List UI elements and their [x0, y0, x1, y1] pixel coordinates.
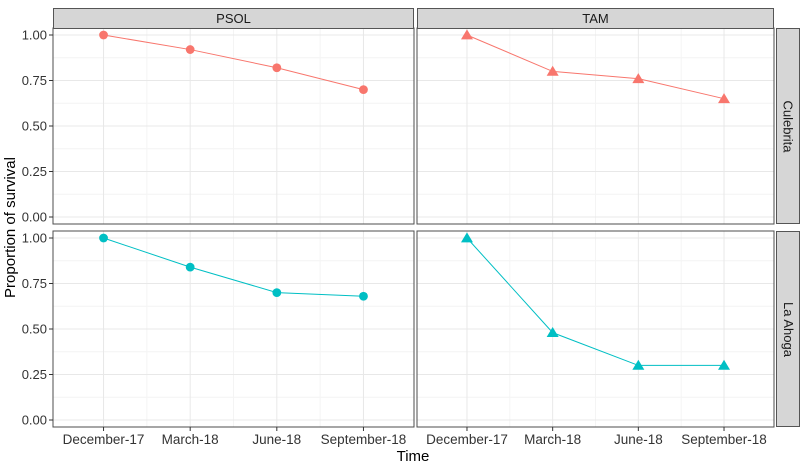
y-tick-label: 1.00: [22, 28, 47, 43]
panel-border: [416, 230, 775, 428]
data-point-circle: [185, 45, 195, 54]
facet-strip-la-ahoga-label: La Ahoga: [780, 301, 796, 357]
series-line-TAM-La Ahoga: [466, 237, 725, 366]
series-line-PSOL-Culebrita: [103, 34, 364, 91]
data-point-circle: [359, 291, 368, 301]
y-axis-title: Proportion of survival: [1, 156, 19, 298]
facet-strip-psol-label: PSOL: [216, 11, 251, 26]
y-tick-label: 0.25: [22, 367, 47, 382]
data-point-circle: [185, 262, 195, 272]
data-point-circle: [99, 30, 108, 40]
facet-strip-la-ahoga: La Ahoga: [776, 231, 800, 427]
y-tick-label: 0.00: [22, 413, 47, 428]
data-point-circle: [272, 288, 282, 297]
x-tick-label: June-18: [252, 432, 301, 447]
facet-strip-psol: PSOL: [53, 8, 414, 29]
x-tick-label: December-17: [426, 432, 508, 447]
y-tick-label: 1.00: [22, 231, 47, 246]
data-point-triangle: [632, 359, 645, 370]
data-point-triangle: [460, 232, 473, 243]
data-point-circle: [359, 85, 368, 94]
data-point-triangle: [460, 29, 473, 40]
y-tick-label: 0.75: [22, 276, 47, 291]
data-point-triangle: [718, 93, 731, 104]
data-point-triangle: [718, 359, 731, 370]
x-tick-label: June-18: [614, 432, 663, 447]
y-tick-label: 0.00: [22, 210, 47, 225]
facet-strip-culebrita: Culebrita: [776, 28, 800, 224]
y-tick-label: 0.75: [22, 73, 47, 88]
x-tick-label: September-18: [681, 432, 767, 447]
series-line-PSOL-La Ahoga: [103, 237, 364, 297]
x-tick-label: March-18: [162, 432, 219, 447]
x-tick-label: December-17: [63, 432, 145, 447]
series-line-TAM-Culebrita: [466, 34, 725, 100]
data-point-triangle: [546, 65, 559, 76]
facet-strip-tam-label: TAM: [582, 11, 609, 26]
facet-strip-culebrita-label: Culebrita: [780, 99, 796, 153]
data-point-circle: [272, 63, 282, 73]
y-tick-label: 0.50: [22, 322, 47, 337]
x-tick-label: March-18: [524, 432, 581, 447]
data-point-triangle: [632, 73, 645, 84]
data-point-triangle: [546, 327, 559, 338]
y-tick-label: 0.25: [22, 164, 47, 179]
x-tick-label: September-18: [321, 432, 407, 447]
y-tick-label: 0.50: [22, 119, 47, 134]
facet-strip-tam: TAM: [417, 8, 774, 29]
data-point-circle: [99, 233, 108, 243]
x-axis-title: Time: [396, 448, 430, 465]
